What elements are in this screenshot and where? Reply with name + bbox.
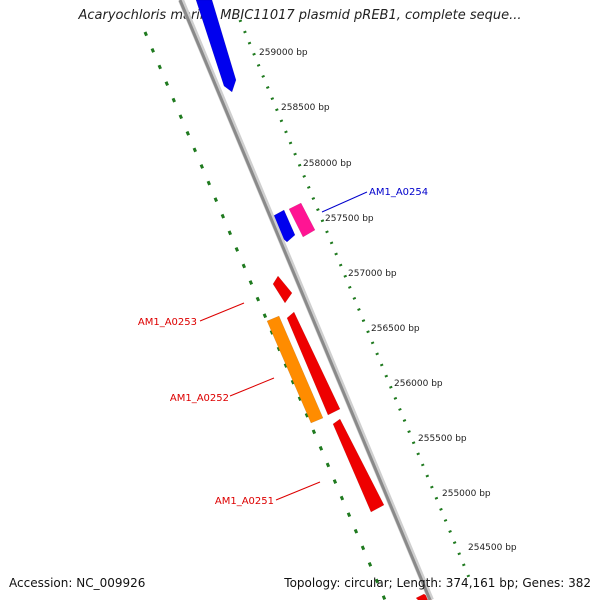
gene-label-am1-a0252[interactable]: AM1_A0252 bbox=[170, 393, 229, 404]
inner-tick-ring bbox=[143, 31, 387, 600]
tick-label: 255500 bp bbox=[418, 434, 467, 444]
gene-label-am1-a0253[interactable]: AM1_A0253 bbox=[138, 317, 197, 328]
outer-tick-ring bbox=[238, 19, 472, 581]
tick-label: 258000 bp bbox=[303, 159, 352, 169]
accession-text: Accession: NC_009926 bbox=[9, 576, 146, 590]
gene-am1-a0251[interactable] bbox=[332, 418, 385, 513]
gene-red-small[interactable] bbox=[272, 275, 293, 304]
gene-label-am1-a0254[interactable]: AM1_A0254 bbox=[369, 187, 428, 198]
tick-label: 259000 bp bbox=[259, 48, 308, 58]
tick-label: 256000 bp bbox=[394, 379, 443, 389]
tick-label: 254500 bp bbox=[468, 543, 517, 553]
leader-am1-a0253 bbox=[199, 302, 245, 322]
backbone bbox=[178, 0, 432, 600]
summary-text: Topology: circular; Length: 374,161 bp; … bbox=[284, 576, 591, 590]
tick-label: 258500 bp bbox=[281, 103, 330, 113]
tick-label: 257000 bp bbox=[348, 269, 397, 279]
leader-am1-a0251 bbox=[275, 481, 321, 501]
gene-am1-a0254[interactable] bbox=[288, 202, 316, 238]
gene-blue-top[interactable] bbox=[195, 0, 237, 93]
gene-am1-a0252[interactable] bbox=[266, 315, 324, 424]
tick-label: 256500 bp bbox=[371, 324, 420, 334]
tick-label: 257500 bp bbox=[325, 214, 374, 224]
gene-red-long[interactable] bbox=[286, 311, 341, 416]
leader-am1-a0254 bbox=[321, 191, 368, 213]
tick-label: 255000 bp bbox=[442, 489, 491, 499]
leader-am1-a0252 bbox=[229, 377, 275, 397]
gene-label-am1-a0251[interactable]: AM1_A0251 bbox=[215, 496, 274, 507]
